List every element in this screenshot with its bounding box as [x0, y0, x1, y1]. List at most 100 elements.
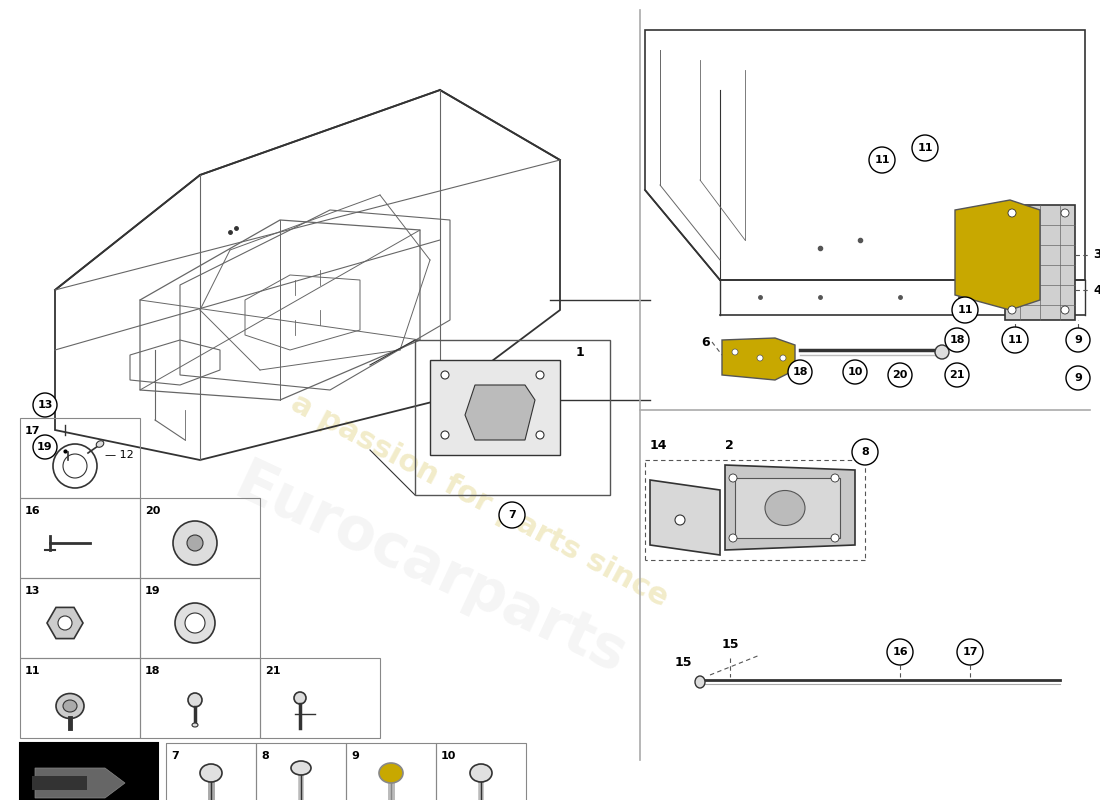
Circle shape [173, 521, 217, 565]
Circle shape [441, 431, 449, 439]
Circle shape [952, 297, 978, 323]
Circle shape [830, 534, 839, 542]
Text: Eurocarparts: Eurocarparts [226, 454, 635, 686]
Text: 18: 18 [792, 367, 807, 377]
Circle shape [1002, 327, 1028, 353]
Circle shape [843, 360, 867, 384]
Text: 19: 19 [37, 442, 53, 452]
Text: 6: 6 [702, 335, 710, 349]
Circle shape [185, 613, 205, 633]
Ellipse shape [96, 441, 103, 447]
Bar [735, 478, 840, 538]
Circle shape [536, 431, 544, 439]
Bar [20, 498, 140, 578]
Polygon shape [722, 338, 795, 380]
Text: 2: 2 [725, 439, 734, 452]
Bar [20, 743, 158, 800]
Text: 4: 4 [1093, 283, 1100, 297]
Text: 11: 11 [1008, 335, 1023, 345]
Ellipse shape [200, 764, 222, 782]
Ellipse shape [188, 693, 202, 707]
Text: 11: 11 [874, 155, 890, 165]
Text: 9: 9 [1074, 335, 1082, 345]
Text: 11: 11 [917, 143, 933, 153]
Text: 5: 5 [726, 354, 735, 366]
Text: 7: 7 [170, 751, 178, 761]
Circle shape [33, 393, 57, 417]
Text: a passion for parts since: a passion for parts since [286, 388, 673, 612]
Circle shape [869, 147, 895, 173]
FancyArrow shape [35, 768, 125, 798]
Circle shape [187, 535, 204, 551]
Bar [140, 578, 260, 658]
Text: 21: 21 [265, 666, 280, 676]
Bar [436, 743, 526, 800]
Circle shape [757, 355, 763, 361]
Text: 8: 8 [861, 447, 869, 457]
Text: 16: 16 [892, 647, 907, 657]
Text: 17: 17 [962, 647, 978, 657]
Bar [260, 658, 379, 738]
Ellipse shape [379, 763, 403, 783]
Text: 16: 16 [25, 506, 41, 516]
Text: 21: 21 [949, 370, 965, 380]
Text: 7: 7 [508, 510, 516, 520]
Text: 1: 1 [575, 346, 584, 358]
Text: 20: 20 [892, 370, 907, 380]
Text: 11: 11 [25, 666, 41, 676]
Bar [20, 418, 140, 498]
Text: 19: 19 [145, 586, 161, 596]
Ellipse shape [192, 723, 198, 727]
Text: 3: 3 [1093, 249, 1100, 262]
Text: 19: 19 [37, 442, 53, 452]
Ellipse shape [470, 764, 492, 782]
Bar [140, 658, 260, 738]
Ellipse shape [63, 700, 77, 712]
Text: 15: 15 [675, 655, 693, 669]
Circle shape [1062, 209, 1069, 217]
Bar [166, 743, 256, 800]
Text: 15: 15 [722, 638, 739, 651]
Ellipse shape [764, 490, 805, 526]
Circle shape [729, 534, 737, 542]
Circle shape [732, 349, 738, 355]
Bar [20, 578, 140, 658]
Circle shape [441, 371, 449, 379]
Circle shape [1066, 328, 1090, 352]
Polygon shape [725, 465, 855, 550]
Circle shape [1066, 366, 1090, 390]
Circle shape [945, 363, 969, 387]
Circle shape [1008, 306, 1016, 314]
Circle shape [536, 371, 544, 379]
Circle shape [935, 345, 949, 359]
Text: 10: 10 [441, 751, 456, 761]
Bar [415, 340, 610, 495]
Circle shape [957, 639, 983, 665]
Bar [140, 498, 260, 578]
Ellipse shape [56, 694, 84, 718]
Bar [1005, 205, 1075, 320]
Text: 18: 18 [145, 666, 161, 676]
Bar [32, 776, 87, 790]
Text: 18: 18 [949, 335, 965, 345]
Circle shape [1008, 209, 1016, 217]
Circle shape [830, 474, 839, 482]
Bar [346, 743, 436, 800]
Circle shape [788, 360, 812, 384]
Circle shape [780, 355, 786, 361]
Circle shape [912, 135, 938, 161]
Circle shape [175, 603, 214, 643]
Circle shape [729, 474, 737, 482]
Bar [20, 658, 140, 738]
Polygon shape [955, 200, 1040, 310]
Bar [256, 743, 346, 800]
Circle shape [888, 363, 912, 387]
Circle shape [887, 639, 913, 665]
Text: 8: 8 [261, 751, 268, 761]
Ellipse shape [695, 676, 705, 688]
Text: 9: 9 [351, 751, 359, 761]
Polygon shape [650, 480, 721, 555]
Text: 14: 14 [650, 439, 668, 452]
Text: 10: 10 [847, 367, 862, 377]
Text: 11: 11 [957, 305, 972, 315]
